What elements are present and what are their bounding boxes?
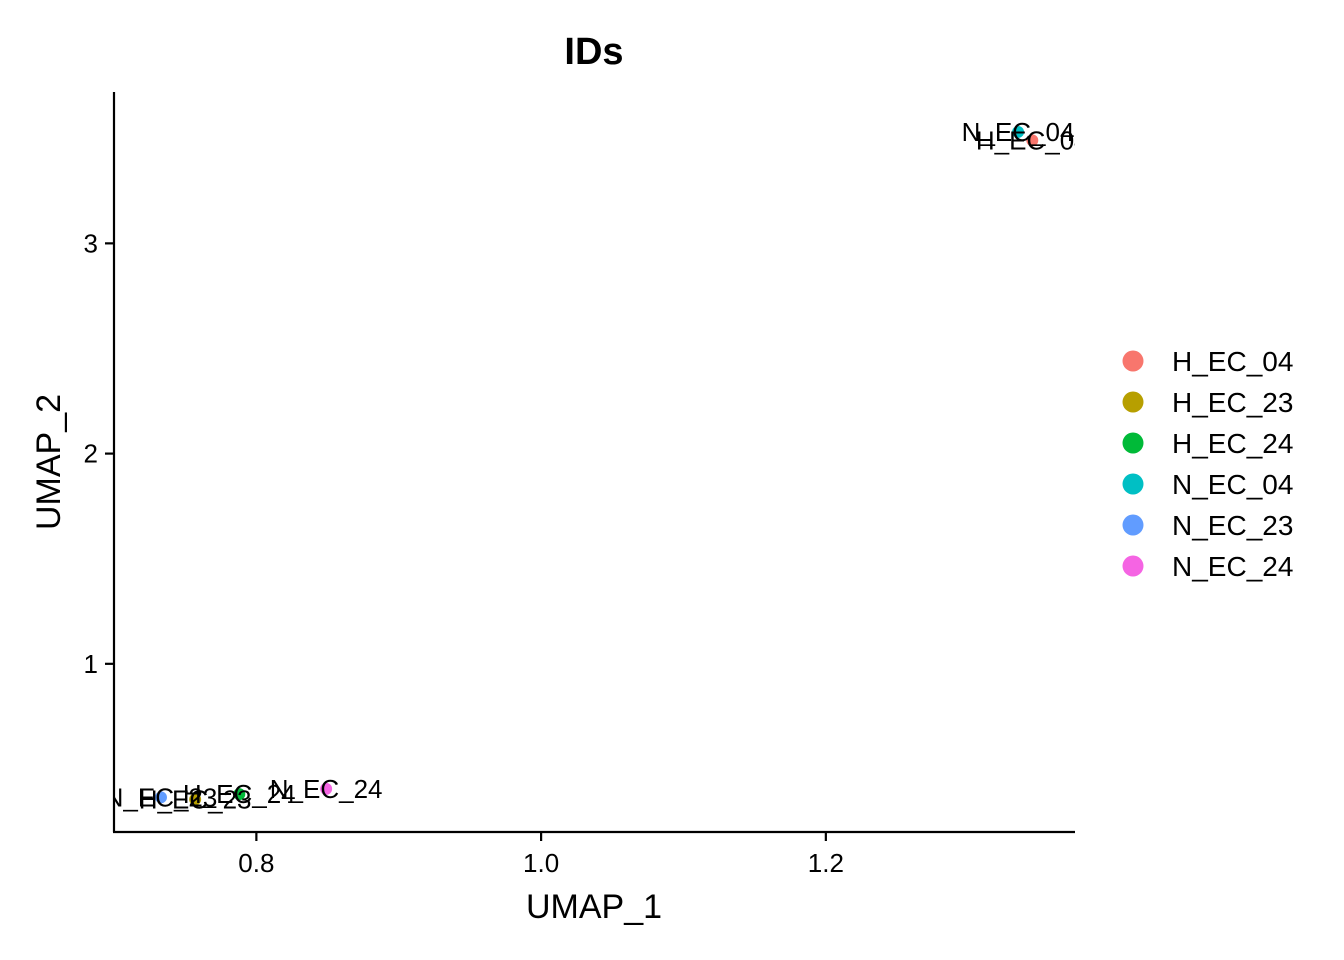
point-labels: H_EC_04 H_EC_23H_EC_24 N_EC_04 N_EC_23 N_EC_…	[105, 117, 1089, 814]
legend-swatch	[1122, 514, 1144, 536]
legend-label: N_EC_24	[1172, 551, 1293, 582]
point-label: N_EC_24	[270, 774, 383, 804]
x-axis-title: UMAP_1	[526, 888, 662, 926]
legend-label: N_EC_23	[1172, 510, 1293, 541]
data-point-n-ec-04	[1012, 125, 1025, 138]
y-ticks: 1 2 3	[84, 228, 114, 679]
data-point-h-ec-23	[189, 793, 202, 806]
point-label: H_EC_04	[976, 125, 1089, 155]
data-point-h-ec-04	[1026, 134, 1039, 147]
legend: H_EC_04 H_EC_23 H_EC_24 N_EC_04 N_EC_23 N_EC_…	[1122, 346, 1293, 582]
legend-swatch	[1122, 473, 1144, 495]
y-tick-label: 2	[84, 439, 98, 469]
y-tick-label: 1	[84, 649, 98, 679]
legend-swatch	[1122, 391, 1144, 413]
chart-title: IDs	[564, 31, 623, 73]
x-tick-label: 1.0	[523, 848, 559, 878]
data-point-n-ec-23	[154, 791, 167, 804]
legend-label: H_EC_04	[1172, 346, 1293, 377]
data-points	[154, 125, 1039, 806]
point-label: H_EC_23	[139, 784, 252, 814]
data-point-n-ec-24	[320, 782, 333, 795]
y-tick-label: 3	[84, 228, 98, 258]
legend-swatch	[1122, 555, 1144, 577]
legend-label: N_EC_04	[1172, 469, 1293, 500]
point-label: H_EC_24	[183, 779, 296, 809]
data-point-h-ec-24	[233, 788, 246, 801]
x-ticks: 0.8 1.0 1.2	[238, 832, 844, 878]
legend-label: H_EC_23	[1172, 387, 1293, 418]
axes	[112, 92, 1075, 834]
legend-label: H_EC_24	[1172, 428, 1293, 459]
legend-swatch	[1122, 350, 1144, 372]
point-label: N_EC_23	[105, 782, 218, 812]
point-label: N_EC_04	[962, 117, 1075, 147]
x-tick-label: 0.8	[238, 848, 274, 878]
legend-swatch	[1122, 432, 1144, 454]
y-axis-title: UMAP_2	[30, 394, 68, 530]
x-tick-label: 1.2	[808, 848, 844, 878]
